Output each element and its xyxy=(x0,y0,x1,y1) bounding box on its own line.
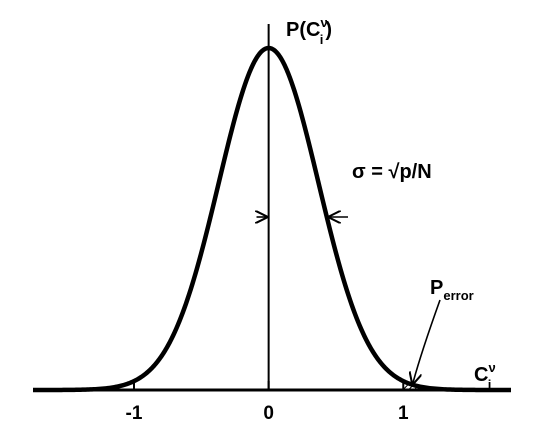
x-tick-labels: -1 0 1 xyxy=(126,403,409,424)
y-axis-label: P(Cν i) xyxy=(286,15,332,47)
sigma-label: σ = √p/N xyxy=(352,161,432,183)
x-tick-label: -1 xyxy=(126,403,143,424)
x-tick-label: 0 xyxy=(263,403,274,424)
p-error-arrow xyxy=(413,299,441,384)
p-error-label: Perror xyxy=(430,277,474,303)
x-axis-label: Cν i xyxy=(474,360,496,392)
gaussian-curve xyxy=(32,45,512,393)
x-tick-label: 1 xyxy=(398,403,409,424)
